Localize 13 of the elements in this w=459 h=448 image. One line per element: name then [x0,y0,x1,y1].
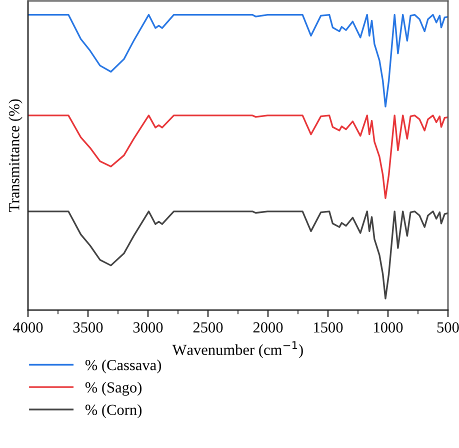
x-axis-title: Wavenumber (cm$^{−1}$) [172,341,303,358]
x-tick-label: 2500 [193,322,223,333]
legend-label: % (Corn) [85,404,142,418]
x-tick-label: 4000 [13,322,43,333]
x-tick-label: 500 [437,322,459,333]
x-tick-label: 1000 [374,322,403,333]
y-axis-title: Transmittance (%) [8,99,22,212]
legend-label: % (Sago) [85,382,142,396]
x-tick-label: 2000 [253,322,283,333]
legend-label: % (Cassava) [85,359,162,374]
x-tick-label: 3000 [133,322,163,333]
x-tick-label: 1500 [314,322,343,333]
x-tick-label: 3500 [73,322,103,333]
